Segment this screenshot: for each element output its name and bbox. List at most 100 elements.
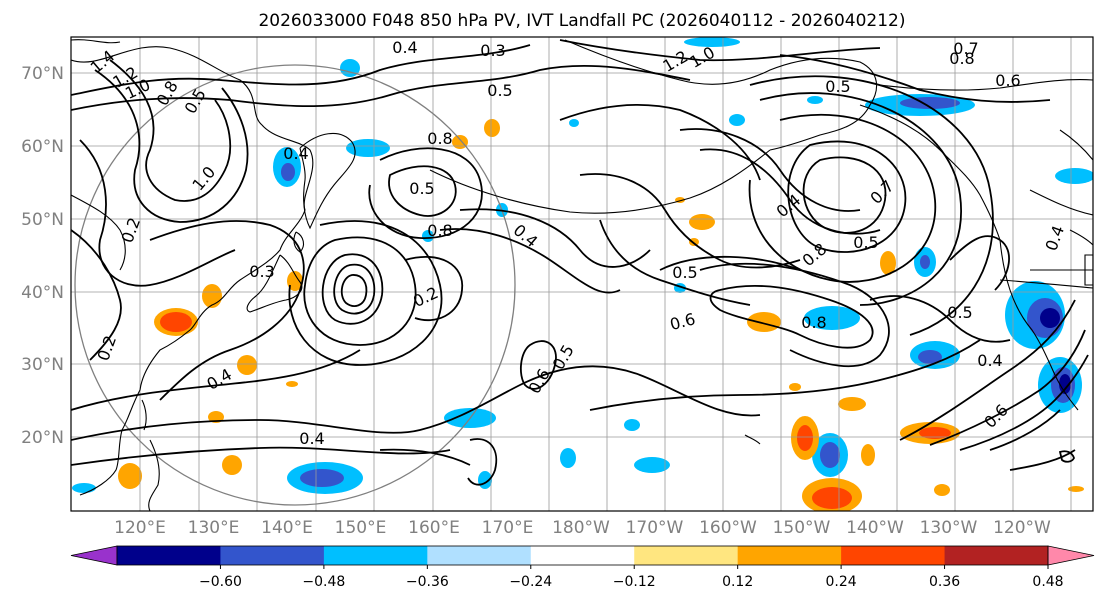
lon-label: 140°W <box>846 518 904 538</box>
contour-label: 0.8 <box>427 221 452 240</box>
neg-anomaly-patch <box>804 306 860 330</box>
pos-anomaly-patch <box>484 119 500 137</box>
pos-anomaly-patch <box>747 312 781 332</box>
contour-label: 0.5 <box>672 263 697 282</box>
pos-anomaly-patch <box>861 444 875 466</box>
lon-label: 170°W <box>626 518 684 538</box>
neg-anomaly-patch <box>624 419 640 431</box>
pos-anomaly-patch <box>286 381 298 387</box>
lon-label: 150°E <box>335 518 387 538</box>
pos-anomaly-patch <box>880 251 896 275</box>
lat-label: 50°N <box>21 210 64 230</box>
pv-contours <box>71 39 1089 486</box>
colorbar-segment <box>841 546 946 565</box>
neg-anomaly-patch <box>569 119 579 127</box>
colorbar-segment <box>117 546 221 565</box>
neg-anomaly-patch <box>346 139 390 157</box>
contour-label: 0.3 <box>480 41 505 60</box>
lat-label: 40°N <box>21 283 64 303</box>
region-circle <box>74 64 516 506</box>
neg-anomaly-patch <box>1040 308 1060 328</box>
lon-label: 140°E <box>261 518 313 538</box>
contour-label: 0.4 <box>977 351 1002 370</box>
colorbar-tick-label: −0.36 <box>406 574 449 590</box>
pos-anomaly-patch <box>689 214 715 230</box>
map-frame <box>70 36 1094 512</box>
pos-anomaly-patch <box>797 425 813 451</box>
coastlines <box>71 39 1093 511</box>
pos-anomaly-patch <box>160 312 192 332</box>
contour-label: 0.6 <box>995 71 1020 90</box>
colorbar-segment <box>220 546 325 565</box>
pos-anomaly-patch <box>202 284 222 308</box>
pos-anomaly-patch <box>118 463 142 489</box>
colorbar-tick-label: 0.12 <box>722 574 753 590</box>
neg-anomaly-patch <box>72 483 96 493</box>
pos-anomaly-patch <box>237 355 257 375</box>
colorbar-frame <box>116 545 1049 566</box>
pos-anomaly-patch <box>919 427 951 439</box>
contour-label: 0.7 <box>953 39 978 58</box>
colorbar-segment <box>323 546 428 565</box>
neg-anomaly-patch <box>900 97 960 109</box>
pos-anomaly-patch <box>1068 486 1084 492</box>
pos-anomaly-patch <box>689 238 699 246</box>
contour-label: 0.8 <box>427 129 452 148</box>
pos-anomaly-patch <box>287 271 303 291</box>
lon-label: 160°W <box>699 518 757 538</box>
contour-label: 0.5 <box>853 233 878 252</box>
neg-anomaly-patch <box>684 37 740 47</box>
colorbar-tick-label: 0.48 <box>1032 574 1063 590</box>
colorbar-extend-low <box>70 545 118 566</box>
contour-label: 0.8 <box>949 49 974 68</box>
lat-label: 20°N <box>21 428 64 448</box>
lon-label: 130°E <box>188 518 240 538</box>
neg-anomaly-patch <box>300 469 344 487</box>
pos-anomaly-patch <box>812 487 852 509</box>
graticule <box>71 37 1093 511</box>
colorbar-tick-label: 0.24 <box>826 574 857 590</box>
lat-label: 30°N <box>21 355 64 375</box>
contour-label: 0.8 <box>801 313 826 332</box>
pos-anomaly-patch <box>452 135 468 149</box>
map-panel: 0.4 0.3 1.4 1.2 1.0 0.8 0.5 0.4 0.8 1.0 … <box>70 36 1094 512</box>
neg-anomaly-patch <box>340 59 360 77</box>
contour-label: 0.5 <box>947 303 972 322</box>
lat-label: 70°N <box>21 64 64 84</box>
contour-label: 0.4 <box>283 144 308 163</box>
lon-label: 120°E <box>114 518 166 538</box>
neg-anomaly-patch <box>281 163 295 181</box>
neg-anomaly-patch <box>807 96 823 104</box>
lon-label: 160°E <box>408 518 460 538</box>
longitude-labels: 120°E 130°E 140°E 150°E 160°E 170°E 180°… <box>114 518 1051 538</box>
colorbar-tick-label: −0.12 <box>613 574 656 590</box>
colorbar-segment <box>634 546 739 565</box>
colorbar: −0.60 −0.48 −0.36 −0.24 −0.12 0.12 0.24 0.36 0.4… <box>70 545 1095 590</box>
neg-anomaly-patch <box>560 448 576 468</box>
colorbar-tick-label: −0.48 <box>302 574 345 590</box>
contour-label: 0.5 <box>409 179 434 198</box>
contour-label: 0.3 <box>249 262 274 281</box>
colorbar-segment <box>737 546 842 565</box>
neg-anomaly-patch <box>920 255 930 269</box>
lon-label: 130°W <box>920 518 978 538</box>
colorbar-tick-label: 0.36 <box>929 574 960 590</box>
contour-label: 0.4 <box>392 38 417 57</box>
neg-anomaly-patch <box>729 114 745 126</box>
lon-label: 120°W <box>993 518 1051 538</box>
figure-title: 2026033000 F048 850 hPa PV, IVT Landfall… <box>258 11 905 31</box>
pos-anomaly-patch <box>222 455 242 475</box>
colorbar-tick-label: −0.24 <box>509 574 552 590</box>
colorbar-tick-label: −0.60 <box>199 574 242 590</box>
contour-label: 0.5 <box>825 77 850 96</box>
colorbar-segment <box>427 546 532 565</box>
pos-anomaly-patch <box>838 397 866 411</box>
neg-anomaly-patch <box>918 350 942 364</box>
colorbar-segment <box>944 546 1049 565</box>
lon-label: 150°W <box>773 518 831 538</box>
neg-anomaly-patch <box>634 457 670 473</box>
neg-anomaly-patch <box>1059 374 1071 394</box>
colorbar-extend-high <box>1047 545 1095 566</box>
contour-label: 0.5 <box>487 81 512 100</box>
latitude-labels: 70°N 60°N 50°N 40°N 30°N 20°N <box>21 64 64 448</box>
